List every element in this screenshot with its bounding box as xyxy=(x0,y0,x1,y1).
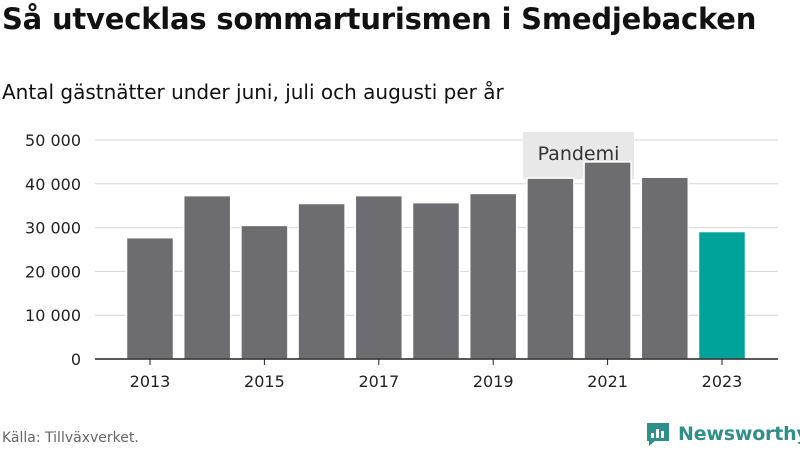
y-tick-label: 30 000 xyxy=(25,219,81,238)
x-tick-label: 2019 xyxy=(473,372,514,391)
y-tick-label: 40 000 xyxy=(25,175,81,194)
bar-2019 xyxy=(468,192,518,360)
newsworthy-logo-icon xyxy=(647,423,669,446)
bar-2021 xyxy=(583,161,632,360)
bar-2013 xyxy=(125,236,175,360)
chart-title: Så utvecklas sommarturismen i Smedjeback… xyxy=(2,2,757,36)
bar-2015 xyxy=(240,224,289,360)
y-tick-label: 50 000 xyxy=(25,131,81,150)
bar-2020 xyxy=(526,177,575,360)
bar-2023 xyxy=(697,230,747,360)
chart-subtitle: Antal gästnätter under juni, juli och au… xyxy=(2,80,504,104)
x-tick-label: 2023 xyxy=(702,372,743,391)
y-tick-label: 20 000 xyxy=(25,262,81,281)
bar-2018 xyxy=(411,201,461,360)
bar-2022 xyxy=(640,176,690,360)
y-tick-label: 0 xyxy=(71,350,81,369)
bar-2017 xyxy=(354,194,404,360)
brand-name: Newsworthy xyxy=(678,423,800,445)
bar-2016 xyxy=(297,202,346,360)
bar-2014 xyxy=(182,194,232,360)
x-tick-label: 2013 xyxy=(130,372,171,391)
source-note: Källa: Tillväxverket. xyxy=(2,430,139,446)
x-tick-label: 2015 xyxy=(244,372,285,391)
pandemic-annotation-label: Pandemi xyxy=(538,143,620,165)
y-tick-label: 10 000 xyxy=(25,306,81,325)
x-tick-label: 2021 xyxy=(587,372,628,391)
x-tick-label: 2017 xyxy=(358,372,399,391)
brand-logo: Newsworthy xyxy=(644,420,800,448)
